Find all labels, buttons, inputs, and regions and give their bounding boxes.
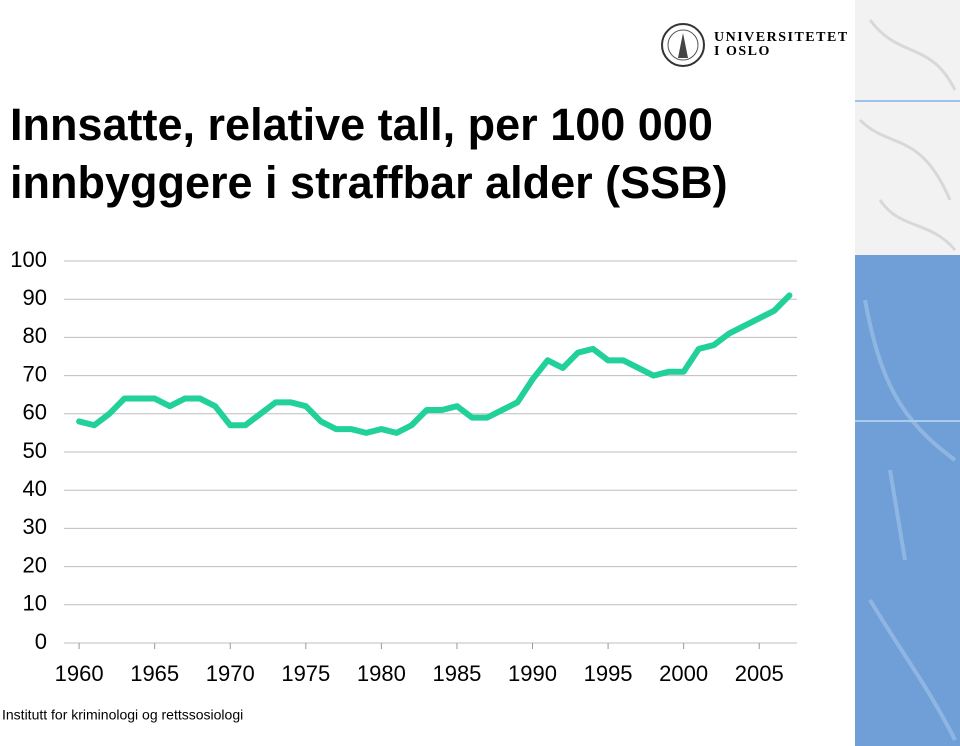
- x-tick-label: 1980: [357, 661, 406, 686]
- chart-title: innbyggere i straffbar alder (SSB): [10, 157, 728, 208]
- y-tick-label: 80: [23, 323, 47, 348]
- y-tick-label: 50: [23, 438, 47, 463]
- y-tick-label: 30: [23, 514, 47, 539]
- y-tick-label: 90: [23, 285, 47, 310]
- side-ornament: [863, 299, 957, 741]
- x-tick-label: 1990: [508, 661, 557, 686]
- y-tick-label: 70: [23, 361, 47, 386]
- x-tick-label: 1965: [130, 661, 179, 686]
- logo-text: UNIVERSITETET: [714, 30, 849, 45]
- logo-figure: [678, 33, 688, 58]
- y-tick-label: 60: [23, 400, 47, 425]
- side-decoration: [855, 0, 960, 255]
- logo-seal: [661, 23, 705, 67]
- y-tick-label: 40: [23, 476, 47, 501]
- plot: 0 10 20 30 40 50 60 70 80 90 100 1960 1965 1970 1975 19…: [10, 247, 797, 686]
- data-line: [76, 292, 793, 436]
- x-tick-label: 1975: [281, 661, 330, 686]
- y-tick-label: 20: [23, 552, 47, 577]
- y-tick-label: 100: [10, 247, 47, 272]
- logo-text: I OSLO: [714, 44, 771, 59]
- x-tick-label: 1970: [206, 661, 255, 686]
- x-tick-label: 1985: [432, 661, 481, 686]
- x-tick-label: 2005: [735, 661, 784, 686]
- x-tick-label: 1960: [55, 661, 104, 686]
- y-tick-label: 10: [23, 591, 47, 616]
- chart-title: Innsatte, relative tall, per 100 000: [10, 99, 713, 150]
- y-tick-label: 0: [35, 629, 47, 654]
- x-tick-label: 1995: [584, 661, 633, 686]
- side-ornament: [858, 19, 957, 251]
- footer: Institutt for kriminologi og rettssosiol…: [2, 707, 243, 723]
- side-line: [855, 420, 960, 422]
- side-line: [855, 100, 960, 102]
- x-tick-label: 2000: [659, 661, 708, 686]
- logo-seal: [667, 29, 699, 61]
